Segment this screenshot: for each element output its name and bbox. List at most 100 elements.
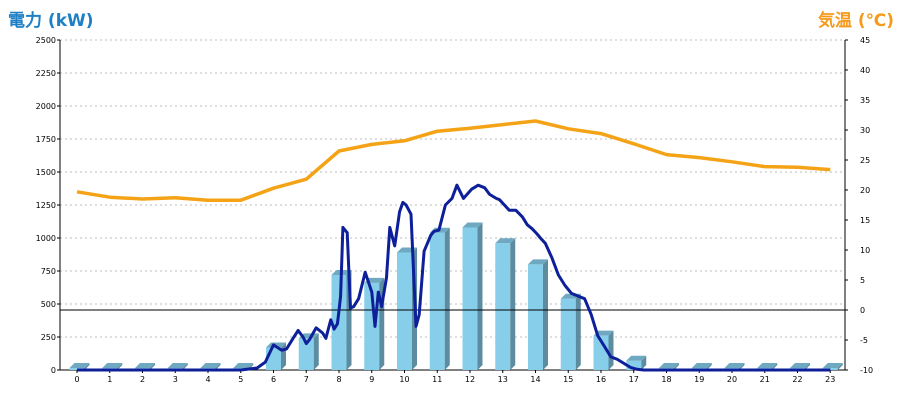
bars xyxy=(69,222,843,370)
x-tick-label: 16 xyxy=(596,375,606,384)
bar xyxy=(560,293,581,370)
bar xyxy=(626,355,647,370)
bar-top xyxy=(233,363,254,369)
bar-side xyxy=(674,363,679,370)
right-tick-label: 25 xyxy=(860,156,870,165)
bar-top xyxy=(691,363,712,369)
right-tick-label: -10 xyxy=(860,366,873,375)
bar xyxy=(462,222,483,370)
left-tick-label: 1750 xyxy=(36,135,56,144)
bar-front xyxy=(364,282,380,370)
right-tick-label: 40 xyxy=(860,66,870,75)
bar-front xyxy=(495,243,511,370)
left-tick-label: 1000 xyxy=(36,234,56,243)
bar-top xyxy=(757,363,778,369)
x-tick-label: 17 xyxy=(629,375,639,384)
bar-side xyxy=(84,363,90,370)
left-tick-label: 500 xyxy=(41,300,56,309)
left-tick-label: 2250 xyxy=(36,69,56,78)
x-tick-label: 14 xyxy=(530,375,540,384)
gridlines xyxy=(60,39,845,338)
bar-side xyxy=(117,363,123,370)
x-tick-label: 2 xyxy=(140,375,145,384)
x-tick-label: 4 xyxy=(205,375,210,384)
right-tick-label: -5 xyxy=(860,336,868,345)
x-tick-label: 20 xyxy=(727,375,737,384)
bar-front xyxy=(462,227,478,370)
right-tick-label: 0 xyxy=(860,306,865,315)
bar-side xyxy=(215,363,221,370)
bar-top xyxy=(102,363,123,369)
bar-top xyxy=(626,355,647,361)
left-tick-label: 2500 xyxy=(36,36,56,45)
x-tick-label: 9 xyxy=(369,375,374,384)
x-tick-label: 11 xyxy=(432,375,442,384)
bar-front xyxy=(560,298,576,370)
temperature-line xyxy=(76,119,831,202)
bar-side xyxy=(543,259,548,370)
bar-side xyxy=(641,355,647,370)
bar-front xyxy=(397,252,412,370)
bar-front xyxy=(298,338,314,370)
bar-top xyxy=(790,363,810,369)
bar-top xyxy=(724,363,745,369)
bar-side xyxy=(837,363,843,370)
bar-side xyxy=(182,363,188,370)
bar xyxy=(528,259,548,370)
x-tick-label: 6 xyxy=(271,375,276,384)
x-tick-label: 23 xyxy=(825,375,835,384)
bar-front xyxy=(429,232,445,370)
x-tick-label: 1 xyxy=(107,375,112,384)
x-tick-label: 7 xyxy=(304,375,309,384)
x-tick-label: 12 xyxy=(465,375,475,384)
x-tick-label: 15 xyxy=(563,375,573,384)
bar-front xyxy=(626,360,642,370)
right-tick-label: 5 xyxy=(860,276,865,285)
x-tick-label: 18 xyxy=(661,375,671,384)
x-tick-label: 5 xyxy=(238,375,243,384)
bar-side xyxy=(772,363,778,370)
bar xyxy=(298,333,319,370)
left-tick-label: 1500 xyxy=(36,168,56,177)
bar-side xyxy=(739,363,745,370)
power-line xyxy=(77,183,831,372)
right-tick-label: 30 xyxy=(860,126,870,135)
bar-side xyxy=(706,363,712,370)
x-tick-label: 0 xyxy=(74,375,79,384)
bar-top xyxy=(495,238,516,244)
x-tick-label: 3 xyxy=(173,375,178,384)
x-tick-label: 22 xyxy=(792,375,802,384)
bar-side xyxy=(608,330,614,370)
x-tick-label: 21 xyxy=(760,375,770,384)
right-tick-label: 45 xyxy=(860,36,870,45)
x-tick-label: 10 xyxy=(399,375,409,384)
bar-side xyxy=(805,363,810,370)
bar-top xyxy=(822,363,843,369)
bar-top xyxy=(528,259,548,265)
bar-top xyxy=(135,363,155,369)
bar-side xyxy=(510,238,516,370)
bar-top xyxy=(167,363,188,369)
left-axis-title: 電力 (kW) xyxy=(8,11,94,31)
left-tick-label: 250 xyxy=(41,333,56,342)
x-tick-label: 19 xyxy=(694,375,704,384)
bar xyxy=(429,227,450,370)
left-tick-label: 750 xyxy=(41,267,56,276)
bar xyxy=(593,330,614,370)
bar-side xyxy=(444,227,450,370)
bar-side xyxy=(313,333,319,370)
right-axis-title: 気温 (℃) xyxy=(817,11,894,31)
bar-side xyxy=(477,222,483,370)
bar xyxy=(495,238,516,370)
bar-side xyxy=(575,293,581,370)
left-tick-label: 0 xyxy=(51,366,56,375)
bar-top xyxy=(659,363,679,369)
bar-top xyxy=(200,363,221,369)
right-tick-label: 15 xyxy=(860,216,870,225)
right-tick-label: 35 xyxy=(860,96,870,105)
x-tick-label: 8 xyxy=(336,375,341,384)
right-tick-label: 20 xyxy=(860,186,870,195)
x-tick-label: 13 xyxy=(498,375,508,384)
